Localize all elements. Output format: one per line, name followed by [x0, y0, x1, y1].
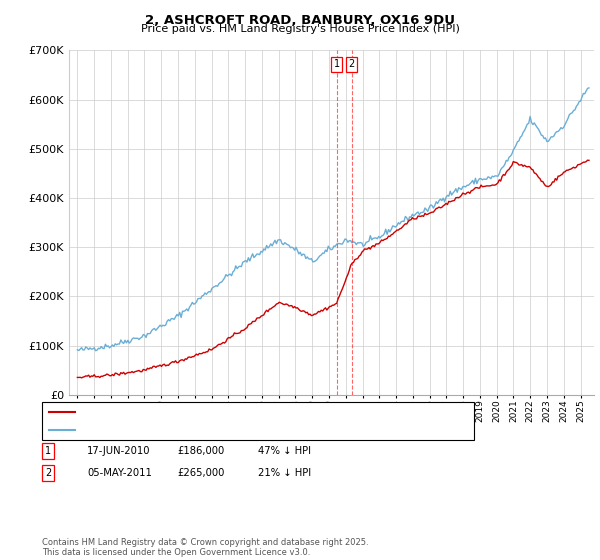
- Text: 2: 2: [45, 468, 51, 478]
- Text: 2, ASHCROFT ROAD, BANBURY, OX16 9DU: 2, ASHCROFT ROAD, BANBURY, OX16 9DU: [145, 14, 455, 27]
- Text: £265,000: £265,000: [177, 468, 224, 478]
- Text: 2: 2: [349, 59, 355, 69]
- Text: 05-MAY-2011: 05-MAY-2011: [87, 468, 152, 478]
- Text: Contains HM Land Registry data © Crown copyright and database right 2025.
This d: Contains HM Land Registry data © Crown c…: [42, 538, 368, 557]
- Text: 1: 1: [45, 446, 51, 456]
- Text: 21% ↓ HPI: 21% ↓ HPI: [258, 468, 311, 478]
- Text: HPI: Average price, detached house, Cherwell: HPI: Average price, detached house, Cher…: [79, 426, 296, 435]
- Text: Price paid vs. HM Land Registry's House Price Index (HPI): Price paid vs. HM Land Registry's House …: [140, 24, 460, 34]
- Text: 1: 1: [334, 59, 340, 69]
- Text: 47% ↓ HPI: 47% ↓ HPI: [258, 446, 311, 456]
- Text: 2, ASHCROFT ROAD, BANBURY, OX16 9DU (detached house): 2, ASHCROFT ROAD, BANBURY, OX16 9DU (det…: [79, 408, 365, 417]
- Text: 17-JUN-2010: 17-JUN-2010: [87, 446, 151, 456]
- Text: £186,000: £186,000: [177, 446, 224, 456]
